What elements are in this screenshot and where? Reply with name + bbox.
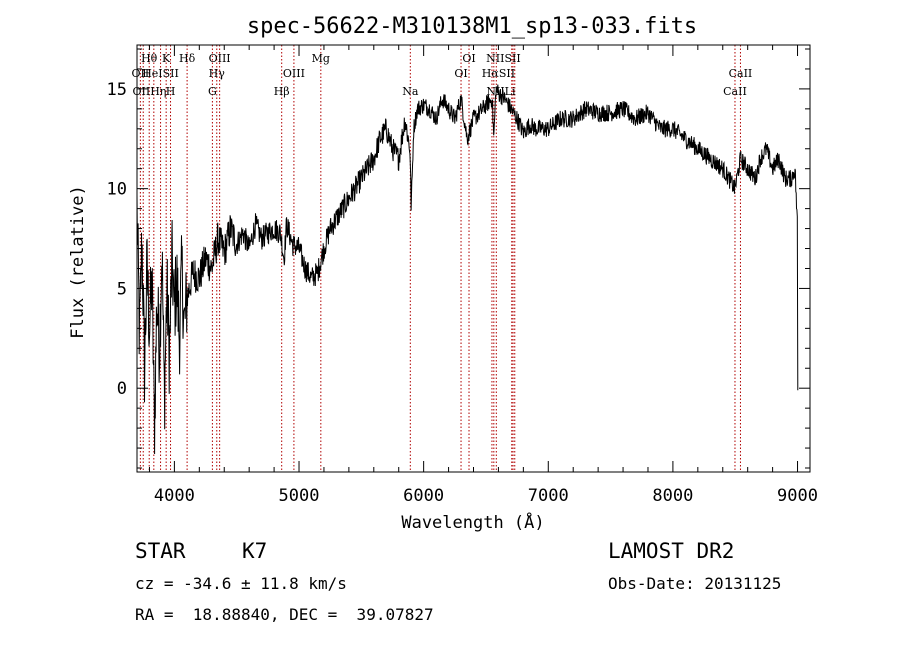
line-label: Mg (312, 52, 330, 65)
line-label: H (166, 85, 176, 98)
object-class: STAR (135, 539, 186, 563)
line-label: NIILi (486, 85, 516, 98)
line-label: Hγ (209, 67, 226, 80)
line-label: HeISII (142, 67, 179, 80)
line-label: CaII (729, 67, 753, 80)
observation-date: Obs-Date: 20131125 (608, 574, 782, 593)
x-tick-label: 4000 (154, 486, 195, 506)
chart-title: spec-56622-M310138M1_sp13-033.fits (247, 14, 697, 39)
spectrum-line (136, 84, 799, 455)
line-label: OI (454, 67, 467, 80)
y-axis-label: Flux (relative) (68, 185, 88, 339)
line-label: G (208, 85, 217, 98)
axis-ticks: 4000 5000 6000 7000 8000 9000 0 5 10 15 (107, 45, 818, 506)
line-label: OIIHη (133, 85, 167, 98)
x-axis-label: Wavelength (Å) (401, 511, 544, 533)
line-label: OI (462, 52, 475, 65)
y-tick-label: 10 (107, 180, 127, 200)
x-tick-label: 6000 (403, 486, 444, 506)
line-label: Hδ (179, 52, 196, 65)
coordinates: RA = 18.88840, DEC = 39.07827 (135, 605, 434, 624)
line-label: OIII (283, 67, 305, 80)
y-tick-label: 15 (107, 80, 127, 100)
line-label: NIISII (486, 52, 521, 65)
spectral-subclass: K7 (242, 539, 268, 563)
x-tick-label: 7000 (528, 486, 569, 506)
line-label: OIII (209, 52, 231, 65)
line-label: K (162, 52, 171, 65)
line-label: OII (132, 67, 150, 80)
line-label: CaII (723, 85, 747, 98)
survey-name: LAMOST DR2 (608, 539, 735, 563)
line-label: Hβ (274, 85, 290, 98)
y-tick-label: 5 (117, 279, 127, 299)
x-tick-label: 9000 (777, 486, 818, 506)
x-tick-label: 5000 (279, 486, 320, 506)
emission-line-markers (139, 45, 741, 472)
x-tick-label: 8000 (652, 486, 693, 506)
line-label: HαSII (482, 67, 515, 80)
y-tick-label: 0 (117, 379, 127, 399)
redshift-value: cz = -34.6 ± 11.8 km/s (135, 574, 347, 593)
line-label: Na (402, 85, 419, 98)
plot-frame (136, 44, 811, 473)
line-label: Hθ (141, 52, 158, 65)
